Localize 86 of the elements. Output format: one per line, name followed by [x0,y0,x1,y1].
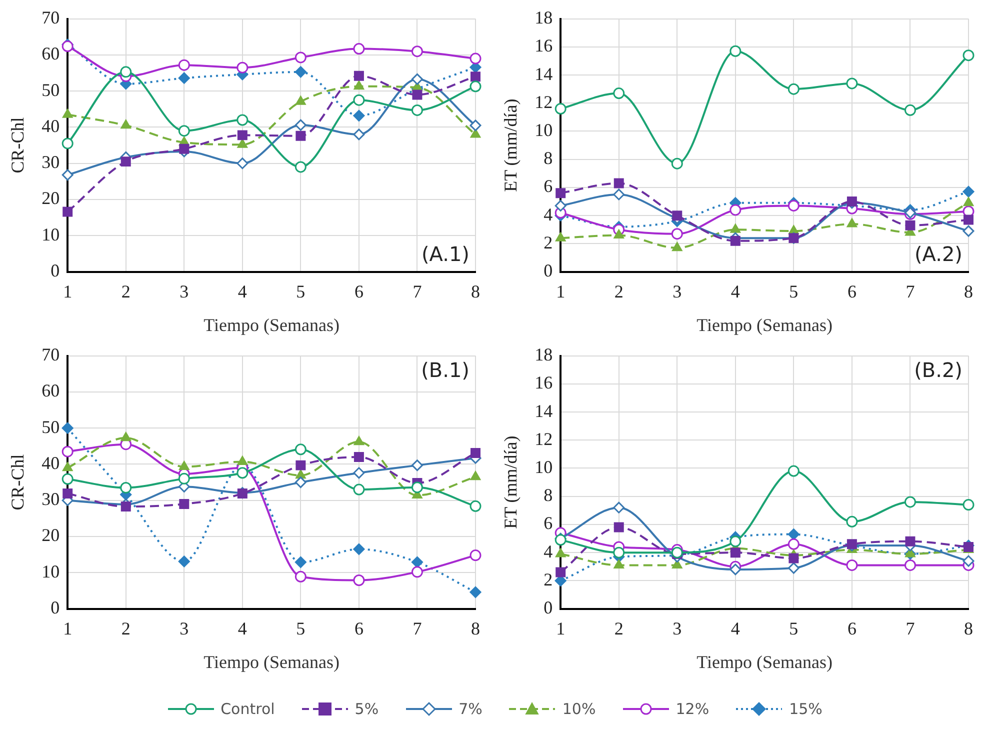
x-tick-label: 1 [63,281,72,302]
x-tick-label: 4 [730,281,740,302]
y-tick-label: 8 [544,485,553,506]
y-tick-label: 20 [42,525,60,546]
y-tick-label: 30 [42,489,60,510]
y-tick-label: 16 [534,372,553,393]
x-tick-label: 3 [180,281,189,302]
y-tick-label: 10 [42,561,60,582]
x-tick-label: 6 [847,281,856,302]
y-tick-label: 30 [42,152,60,172]
y-axis-title: CR-Chl [8,454,28,510]
x-tick-label: 8 [471,618,480,638]
x-axis-title: Tiempo (Semanas) [204,652,340,672]
x-tick-label: 1 [556,281,566,302]
x-tick-label: 7 [906,281,915,302]
legend-label: 10% [562,700,596,718]
annotation: (A.1) [421,242,470,266]
x-tick-label: 8 [471,281,480,302]
y-tick-label: 14 [534,400,553,421]
y-tick-label: 60 [42,380,60,401]
x-tick-label: 4 [730,618,740,638]
y-tick-label: 14 [534,64,553,84]
x-tick-label: 6 [354,281,364,302]
x-tick-label: 2 [121,281,130,302]
x-axis-title: Tiempo (Semanas) [696,652,832,672]
x-axis-title: Tiempo (Semanas) [204,314,340,335]
x-tick-label: 3 [180,618,189,638]
annotation: (A.2) [914,242,962,266]
legend-label: Control [220,700,275,718]
x-tick-label: 7 [412,281,422,302]
x-tick-label: 4 [238,281,247,302]
y-tick-label: 16 [534,36,553,56]
y-tick-label: 50 [42,80,60,100]
y-tick-label: 0 [544,260,553,281]
annotation: (B.2) [914,358,962,382]
y-tick-label: 50 [42,416,60,437]
y-tick-label: 6 [544,176,553,196]
x-tick-label: 2 [614,618,624,638]
y-tick-label: 70 [42,344,60,365]
y-tick-label: 0 [50,598,60,618]
x-tick-label: 2 [121,618,130,638]
x-tick-label: 3 [672,618,682,638]
y-axis-title: CR-Chl [8,117,28,174]
y-tick-label: 0 [50,260,60,281]
y-axis-title: ET (mm/día) [500,436,521,529]
x-axis-title: Tiempo (Semanas) [696,314,832,335]
y-tick-label: 10 [534,120,553,140]
x-tick-label: 7 [906,618,915,638]
x-tick-label: 8 [964,618,973,638]
legend-label: 5% [354,700,379,718]
y-tick-label: 12 [534,428,553,449]
y-axis-title: ET (mm/día) [500,98,521,192]
x-tick-label: 5 [296,618,306,638]
y-tick-label: 10 [534,456,553,477]
x-tick-label: 6 [354,618,364,638]
x-tick-label: 5 [789,618,798,638]
x-tick-label: 3 [672,281,682,302]
y-tick-label: 12 [534,92,553,112]
y-tick-label: 60 [42,44,60,64]
x-tick-label: 1 [556,618,566,638]
x-tick-label: 2 [614,281,624,302]
y-tick-label: 18 [534,8,553,28]
y-tick-label: 40 [42,452,60,473]
y-tick-label: 0 [544,598,553,618]
legend-label: 15% [789,700,822,718]
y-tick-label: 8 [544,148,553,168]
y-tick-label: 70 [42,8,60,28]
y-tick-label: 20 [42,188,60,208]
y-tick-label: 2 [544,569,553,590]
x-tick-label: 7 [412,618,422,638]
x-tick-label: 5 [789,281,798,302]
x-tick-label: 4 [238,618,247,638]
legend-label: 7% [458,700,482,718]
x-tick-label: 1 [63,618,72,638]
y-tick-label: 6 [544,513,553,534]
y-tick-label: 2 [544,232,553,252]
y-tick-label: 4 [544,204,553,224]
x-tick-label: 8 [964,281,973,302]
y-tick-label: 40 [42,116,60,136]
annotation: (B.1) [421,358,470,382]
x-tick-label: 5 [296,281,306,302]
y-tick-label: 18 [534,344,553,365]
y-tick-label: 4 [544,541,553,562]
x-tick-label: 6 [847,618,856,638]
legend-label: 12% [676,700,710,718]
y-tick-label: 10 [42,224,60,244]
